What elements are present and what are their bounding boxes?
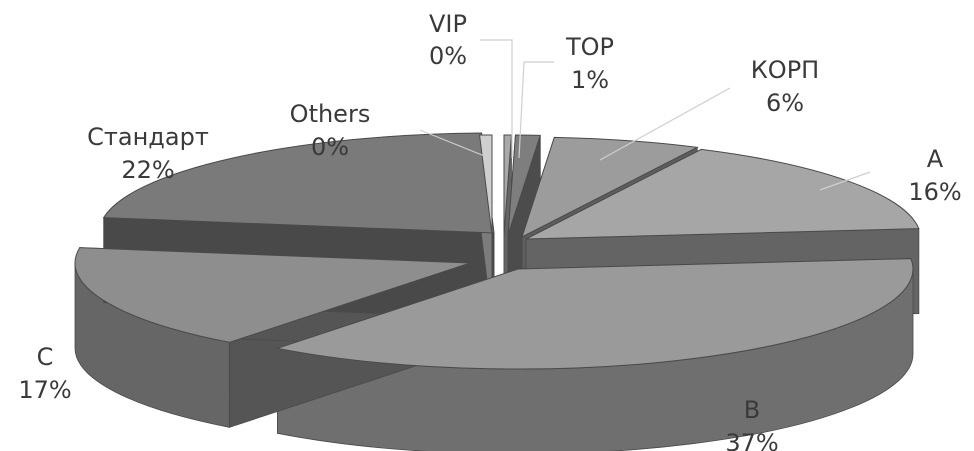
slice-percent-label: 16%: [908, 178, 961, 206]
slice-percent-label: 0%: [311, 133, 349, 161]
slice-name-label: Others: [290, 100, 371, 128]
leader-line-7: [419, 129, 488, 158]
slice-name-label: B: [744, 396, 760, 424]
slice-percent-label: 22%: [121, 156, 174, 184]
slice-name-label: КОРП: [751, 56, 819, 84]
slice-name-label: TOP: [565, 33, 614, 61]
slice-labels: VIP 0% TOP 1% КОРП 6% A 16% B 37% C 17% Стандарт 22% O…: [18, 10, 961, 451]
slice-percent-label: 0%: [429, 42, 467, 70]
leader-lines: [419, 39, 871, 191]
slice-others: [479, 134, 493, 236]
slice-top: [507, 134, 541, 236]
slice-percent-label: 37%: [725, 429, 778, 451]
pie-tops: [74, 132, 920, 370]
slice-a: [525, 148, 920, 240]
slice-percent-label: 1%: [571, 66, 609, 94]
slice-name-label: Стандарт: [87, 123, 209, 151]
slice-стандарт: [102, 132, 495, 234]
slice-name-label: VIP: [429, 10, 467, 38]
leader-line-3: [819, 171, 871, 191]
slice-percent-label: 6%: [766, 89, 804, 117]
leader-line-1: [518, 61, 554, 159]
slice-корп: [521, 136, 699, 238]
leader-line-0: [480, 39, 513, 158]
slice-name-label: C: [37, 343, 54, 371]
slice-name-label: A: [927, 145, 944, 173]
slice-b: [275, 258, 914, 370]
slice-c: [74, 247, 471, 343]
slice-percent-label: 17%: [18, 376, 71, 404]
leader-line-2: [599, 87, 731, 161]
